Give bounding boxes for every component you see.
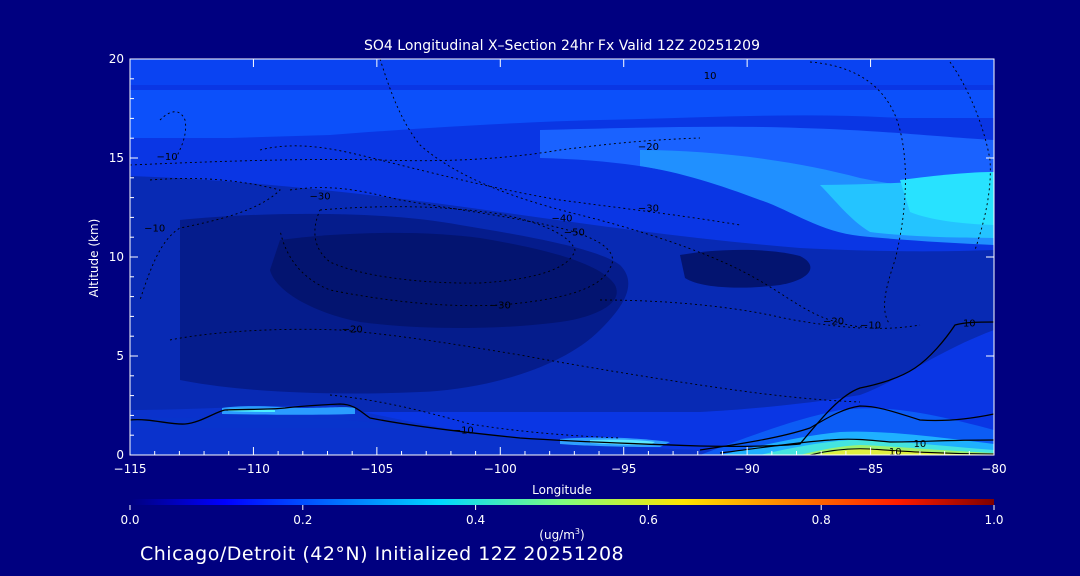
contour-value-label: −10	[144, 223, 165, 234]
x-tick-label: −85	[858, 462, 883, 476]
contour-value-label: 10	[914, 439, 927, 450]
chart-title: SO4 Longitudinal X–Section 24hr Fx Valid…	[364, 38, 760, 54]
colorbar-unit-label: (ug/m3)	[539, 527, 584, 542]
y-tick-label: 10	[109, 250, 124, 264]
x-tick-label: −110	[237, 462, 270, 476]
colorbar-tick-label: 0.8	[812, 513, 831, 527]
contour-value-label: −30	[490, 301, 511, 312]
contour-value-label: −20	[638, 142, 659, 153]
colorbar-unit-open: (ug/m	[539, 528, 575, 542]
contour-value-label: 10	[963, 318, 976, 329]
contour-value-label: 10	[704, 71, 717, 82]
contour-value-label: −10	[453, 425, 474, 436]
colorbar-tick-label: 0.2	[293, 513, 312, 527]
y-tick-label: 0	[116, 448, 124, 462]
colorbar-tick-label: 0.0	[120, 513, 139, 527]
x-tick-label: −95	[611, 462, 636, 476]
x-axis: −115 −110 −105 −100 −95 −90 −85 −80	[114, 59, 1007, 476]
colorbar-tick-label: 0.4	[466, 513, 485, 527]
footer-caption: Chicago/Detroit (42°N) Initialized 12Z 2…	[140, 543, 625, 565]
x-tick-label: −90	[734, 462, 759, 476]
colorbar: 0.0 0.2 0.4 0.6 0.8 1.0 (ug/m3)	[120, 499, 1004, 542]
colorbar-ticks: 0.0 0.2 0.4 0.6 0.8 1.0	[120, 505, 1004, 527]
y-axis: 0 5 10 15 20	[109, 52, 994, 462]
concentration-field	[130, 59, 994, 455]
colorbar-unit-superscript: 3	[575, 527, 580, 536]
contour-value-label: −40	[551, 213, 572, 224]
contour-value-label: −30	[310, 192, 331, 203]
colorbar-unit-close: )	[580, 528, 585, 542]
y-tick-label: 20	[109, 52, 124, 66]
y-tick-label: 15	[109, 151, 124, 165]
contour-value-label: −10	[156, 152, 177, 163]
colorbar-tick-label: 0.6	[639, 513, 658, 527]
y-axis-label: Altitude (km)	[87, 219, 101, 298]
contour-value-label: −30	[638, 204, 659, 215]
contour-value-label: −50	[564, 227, 585, 238]
x-tick-label: −105	[360, 462, 393, 476]
contour-value-label: −20	[823, 316, 844, 327]
x-tick-label: −100	[484, 462, 517, 476]
x-axis-label: Longitude	[532, 483, 592, 497]
contour-value-label: −10	[860, 320, 881, 331]
colorbar-gradient	[130, 499, 994, 505]
x-tick-label: −80	[981, 462, 1006, 476]
contour-lines	[130, 59, 994, 455]
contour-value-label: −20	[342, 324, 363, 335]
contour-labels: 10 −20 −10 −30 −30 −40 −50 −10 −30 −20 −10 10 −20 −10…	[144, 71, 976, 458]
x-tick-label: −115	[114, 462, 147, 476]
colorbar-tick-label: 1.0	[984, 513, 1003, 527]
y-tick-label: 5	[116, 349, 124, 363]
